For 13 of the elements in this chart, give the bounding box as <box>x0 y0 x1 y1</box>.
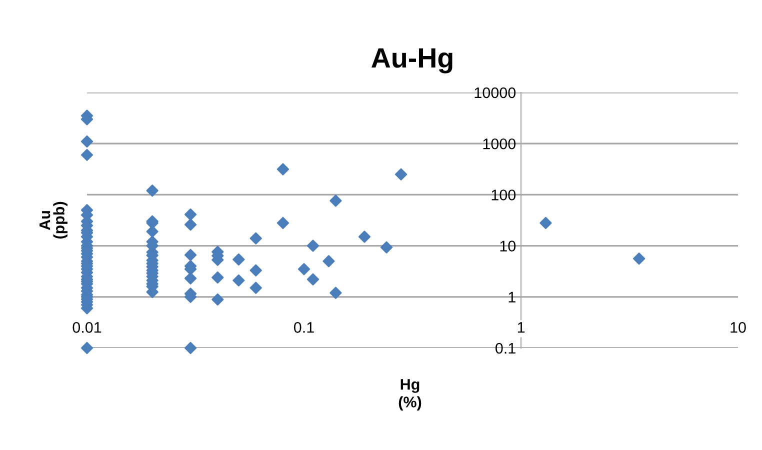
x-tick-label: 0.01 <box>72 322 102 333</box>
x-tick-label: 1 <box>518 322 525 333</box>
y-tick-label: 0.1 <box>496 342 516 354</box>
x-tick-label: 10 <box>730 322 746 333</box>
y-tick-label: 10000 <box>474 87 516 98</box>
x-tick-label: 0.1 <box>294 322 314 333</box>
y-tick-label: 100 <box>492 190 516 200</box>
x-axis-title: Hg (%) <box>398 379 422 410</box>
y-axis-title: Au (ppb) <box>40 202 68 239</box>
y-tick-label: 1 <box>508 292 516 302</box>
y-tick-label: 10 <box>500 240 516 252</box>
y-tick-label: 1000 <box>483 138 516 150</box>
chart-title: Au-Hg <box>372 48 452 74</box>
